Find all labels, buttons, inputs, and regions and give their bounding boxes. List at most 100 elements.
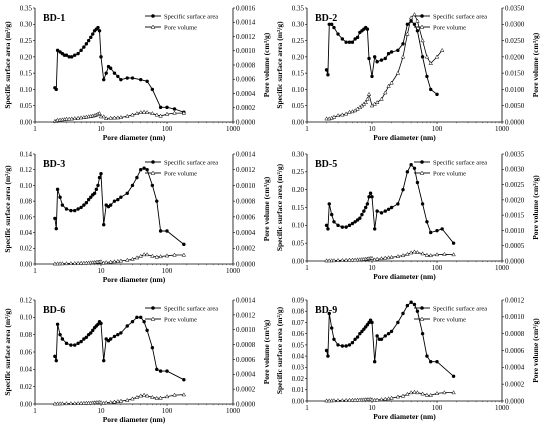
data-point (386, 396, 391, 401)
x-axis-title: Pore diameter (nm) (103, 415, 166, 424)
data-point (76, 51, 80, 56)
y2-tick-label: 0.0008 (236, 61, 256, 69)
data-point (60, 261, 65, 266)
data-point (92, 191, 97, 195)
chart-panel-bd-3: 0.00 0.02 0.04 0.06 0.08 0.10 0.12 0.14 0.0000 0.… (3, 150, 271, 284)
y2-tick-label: 0.0005 (505, 242, 525, 250)
y-tick-label: 0.03 (292, 364, 305, 372)
data-point (164, 394, 170, 399)
data-point (172, 392, 177, 397)
y-tick-label: 0.30 (292, 21, 305, 29)
data-point (103, 260, 109, 264)
data-point (53, 354, 57, 359)
data-point (91, 32, 95, 36)
data-point (158, 395, 163, 400)
x-tick-label: 1000 (495, 404, 510, 412)
data-point (330, 212, 334, 217)
y2-tick-label: 0.0004 (236, 371, 256, 379)
data-point (400, 54, 406, 59)
legend-marker (419, 316, 425, 321)
legend-marker (420, 306, 424, 310)
data-point (425, 220, 429, 224)
data-point (98, 259, 104, 264)
data-point (76, 207, 80, 211)
data-point (386, 83, 391, 88)
data-point (172, 252, 177, 257)
x-tick-label: 100 (162, 267, 173, 275)
data-point (335, 113, 341, 118)
y2-tick-label: 0.0016 (236, 4, 256, 12)
y-tick-label: 0.08 (20, 331, 33, 339)
series-line (54, 167, 185, 245)
data-point (103, 400, 109, 405)
x-tick-label: 1 (33, 125, 37, 133)
y-tick-label: 0.02 (20, 245, 33, 253)
legend: Specific surface area Pore volume (414, 13, 487, 31)
x-tick-label: 1000 (226, 267, 241, 275)
data-point (79, 339, 83, 344)
legend: Specific surface area Pore volume (414, 305, 487, 323)
data-point (60, 337, 65, 341)
data-point (347, 343, 352, 347)
data-point (99, 321, 103, 326)
data-point (442, 390, 447, 395)
data-point (141, 252, 147, 257)
data-point (379, 96, 384, 101)
data-point (165, 229, 169, 233)
data-point (182, 378, 186, 382)
y-tick-label: 0.10 (292, 222, 305, 230)
data-point (408, 390, 414, 395)
y2-axis-title: Pore volume (cm³/g) (531, 318, 540, 383)
data-point (142, 319, 146, 324)
x-tick-label: 100 (162, 125, 173, 133)
x-tick-label: 1 (305, 125, 309, 133)
data-point (347, 109, 352, 114)
data-point (424, 54, 430, 59)
data-point (332, 337, 336, 341)
data-point (72, 260, 77, 265)
data-point (99, 55, 103, 59)
data-point (130, 319, 135, 324)
data-point (331, 258, 337, 263)
data-point (344, 225, 348, 229)
data-point (395, 394, 401, 399)
y-tick-label: 0.04 (20, 366, 33, 374)
data-point (144, 252, 150, 257)
series-specific-surface-area (324, 163, 456, 245)
data-point (115, 115, 121, 120)
data-point (118, 398, 124, 403)
data-point (353, 37, 357, 41)
data-point (324, 398, 329, 403)
data-point (165, 105, 169, 110)
y2-tick-label: 0.0004 (236, 229, 256, 237)
legend-marker (150, 24, 156, 29)
data-point (125, 113, 130, 118)
data-point (102, 223, 106, 227)
data-point (97, 111, 102, 115)
data-point (78, 260, 84, 265)
y-tick-label: 0.15 (292, 70, 305, 78)
series-line (54, 26, 184, 113)
data-point (412, 389, 417, 394)
legend: Specific surface area Pore volume (145, 13, 218, 31)
data-point (383, 209, 387, 213)
data-point (429, 87, 433, 92)
data-point (181, 392, 187, 397)
y2-axis-title: Pore volume (cm³/g) (531, 175, 540, 240)
data-point (451, 374, 456, 379)
data-point (366, 91, 372, 96)
y-tick-label: 0.09 (292, 296, 305, 304)
data-point (389, 205, 394, 210)
data-point (383, 334, 387, 338)
data-point (164, 253, 170, 258)
data-point (335, 257, 341, 262)
data-point (158, 369, 163, 373)
y-axis-title: Specific surface area (m²/g) (275, 21, 284, 109)
data-point (326, 354, 330, 358)
data-point (82, 45, 86, 49)
data-point (64, 401, 69, 406)
data-point (112, 399, 117, 404)
x-tick-label: 10 (369, 125, 377, 133)
data-point (139, 315, 143, 320)
